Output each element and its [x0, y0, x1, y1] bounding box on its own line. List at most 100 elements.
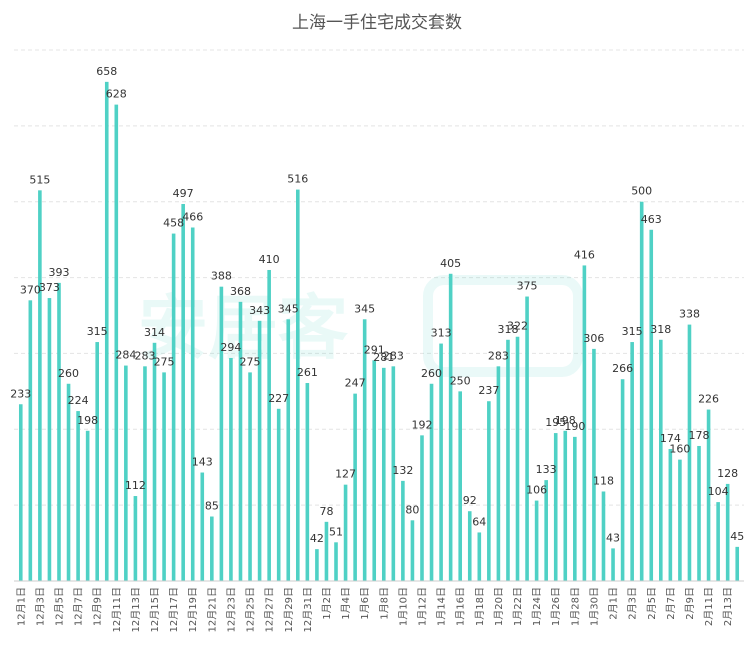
data-label: 373 [39, 281, 60, 294]
data-label: 192 [411, 418, 432, 431]
bar-2月2日 [620, 379, 625, 581]
bar-12月1日 [18, 404, 23, 581]
bar-12月11日 [114, 104, 119, 582]
data-label: 250 [450, 374, 471, 387]
x-tick-label: 12月15日 [149, 587, 161, 632]
bar-12月20日 [200, 472, 205, 581]
bar-12月7日 [76, 411, 80, 581]
data-label: 198 [77, 414, 98, 427]
data-label: 458 [163, 217, 184, 230]
data-label: 45 [730, 530, 744, 543]
x-tick-label: 12月29日 [283, 587, 295, 632]
bar-1月4日 [343, 484, 348, 581]
bar-2月4日 [639, 201, 644, 581]
data-labels: 233 370 515 373 393 260 224 198 315 658 628 284 112 2… [10, 65, 744, 545]
bar-12月3日 [38, 190, 42, 582]
data-label: 174 [660, 432, 681, 445]
x-tick-label: 1月16日 [455, 587, 467, 626]
x-tick-label: 2月7日 [665, 587, 677, 620]
bar-1月26日 [553, 433, 558, 581]
data-label: 224 [68, 394, 89, 407]
bar-1月23日 [525, 296, 529, 581]
bar-12月26日 [257, 320, 262, 581]
bar-2月14日 [735, 546, 740, 581]
bar-12月9日 [95, 342, 99, 581]
grid-lines [14, 49, 744, 506]
bar-12月8日 [85, 430, 90, 581]
x-tick-label: 1月12日 [416, 587, 428, 626]
data-label: 118 [593, 474, 614, 487]
data-label: 497 [173, 187, 194, 200]
data-label: 315 [622, 325, 643, 338]
data-label: 345 [354, 302, 375, 315]
data-label: 160 [669, 443, 690, 456]
data-label: 314 [144, 326, 165, 339]
x-tick-label: 2月1日 [608, 587, 620, 620]
data-label: 237 [478, 384, 499, 397]
bar-12月5日 [57, 282, 61, 581]
data-label: 266 [612, 362, 633, 375]
bar-12月16日 [162, 372, 166, 581]
data-label: 143 [192, 456, 213, 469]
bar-1月10日 [401, 480, 405, 581]
data-label: 227 [268, 392, 289, 405]
data-label: 283 [488, 349, 509, 362]
data-label: 92 [463, 494, 477, 507]
x-tick-label: 1月30日 [588, 587, 600, 626]
bar-1月20日 [496, 366, 501, 581]
x-tick-label: 12月25日 [245, 587, 257, 632]
bar-12月23日 [229, 357, 233, 581]
bar-1月7日 [372, 360, 377, 581]
data-label: 294 [220, 341, 241, 354]
data-label: 345 [278, 302, 299, 315]
x-tick-label: 12月31日 [302, 587, 314, 632]
bar-12月29日 [286, 319, 291, 581]
data-label: 128 [717, 467, 738, 480]
data-label: 283 [134, 349, 155, 362]
data-label: 283 [383, 349, 404, 362]
bar-1月9日 [391, 366, 396, 581]
bar-1月31日 [601, 491, 606, 581]
bar-1月16日 [458, 391, 462, 581]
bar-1月6日 [362, 319, 367, 581]
bar-1月28日 [573, 436, 577, 581]
x-tick-label: 12月7日 [73, 587, 85, 626]
data-label: 628 [106, 88, 127, 101]
bar-12月14日 [143, 366, 147, 581]
data-label: 466 [182, 211, 203, 224]
x-tick-label: 1月14日 [436, 587, 448, 626]
bar-1月21日 [506, 339, 510, 581]
x-tick-labels: 12月1日 12月3日 12月5日 12月7日 12月9日 12月11日 12月13日 12月… [15, 587, 734, 632]
bar-12月30日 [296, 189, 300, 581]
x-tick-label: 2月3日 [627, 587, 639, 620]
bar-12月27日 [267, 269, 271, 581]
data-label: 190 [564, 420, 585, 433]
data-label: 500 [631, 185, 652, 198]
x-tick-label: 2月5日 [646, 587, 658, 620]
bar-12月4日 [47, 298, 52, 581]
bar-2月8日 [678, 459, 682, 581]
data-label: 198 [555, 414, 576, 427]
data-label: 658 [96, 65, 117, 78]
data-label: 42 [310, 532, 324, 545]
data-label: 85 [205, 500, 219, 513]
data-label: 178 [689, 429, 710, 442]
data-label: 260 [58, 367, 79, 380]
data-label: 104 [708, 485, 729, 498]
data-label: 127 [335, 468, 356, 481]
data-label: 78 [319, 505, 333, 518]
bar-1月24日 [534, 500, 539, 581]
bar-2月6日 [659, 339, 663, 581]
data-label: 133 [536, 463, 557, 476]
x-tick-label: 12月1日 [15, 587, 27, 626]
bar-12月12日 [124, 365, 128, 581]
x-tick-label: 1月2日 [321, 587, 333, 620]
data-label: 284 [115, 349, 136, 362]
bar-1月30日 [592, 348, 596, 581]
bar-2月11日 [706, 409, 711, 581]
bar-12月17日 [171, 233, 176, 581]
x-tick-label: 1月6日 [359, 587, 371, 620]
bar-1月18日 [477, 532, 482, 581]
bar-1月27日 [563, 430, 568, 581]
